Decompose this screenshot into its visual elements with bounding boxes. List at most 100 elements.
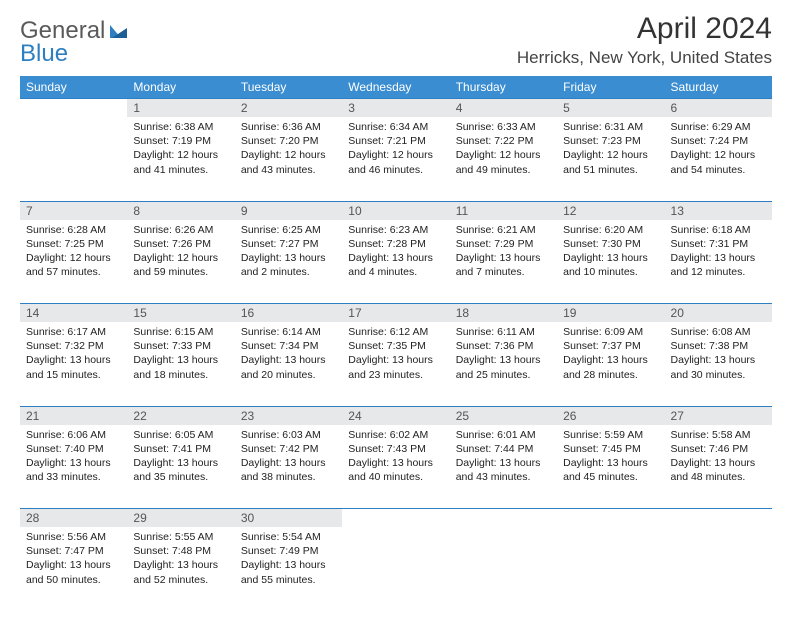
week-row: Sunrise: 5:56 AMSunset: 7:47 PMDaylight:… [20, 527, 772, 611]
day-number-cell: 20 [665, 304, 772, 323]
day-number-cell: 10 [342, 201, 449, 220]
weekday-header: Sunday [20, 76, 127, 99]
calendar-page: GeneralBlue April 2024 Herricks, New Yor… [0, 0, 792, 623]
day-number-cell: 2 [235, 99, 342, 118]
day-number-cell: 21 [20, 406, 127, 425]
day-number-cell: 8 [127, 201, 234, 220]
day-cell [20, 117, 127, 201]
day-cell-body: Sunrise: 6:23 AMSunset: 7:28 PMDaylight:… [342, 220, 449, 286]
day-cell: Sunrise: 6:29 AMSunset: 7:24 PMDaylight:… [665, 117, 772, 201]
day-cell: Sunrise: 5:59 AMSunset: 7:45 PMDaylight:… [557, 425, 664, 509]
location-text: Herricks, New York, United States [517, 48, 772, 68]
day-cell: Sunrise: 5:55 AMSunset: 7:48 PMDaylight:… [127, 527, 234, 611]
day-number-cell: 5 [557, 99, 664, 118]
day-cell-body: Sunrise: 6:05 AMSunset: 7:41 PMDaylight:… [127, 425, 234, 491]
calendar-table: Sunday Monday Tuesday Wednesday Thursday… [20, 76, 772, 611]
day-cell-body: Sunrise: 6:02 AMSunset: 7:43 PMDaylight:… [342, 425, 449, 491]
day-cell-body: Sunrise: 6:17 AMSunset: 7:32 PMDaylight:… [20, 322, 127, 388]
day-cell: Sunrise: 6:06 AMSunset: 7:40 PMDaylight:… [20, 425, 127, 509]
day-number-cell: 18 [450, 304, 557, 323]
weekday-header-row: Sunday Monday Tuesday Wednesday Thursday… [20, 76, 772, 99]
day-cell: Sunrise: 6:33 AMSunset: 7:22 PMDaylight:… [450, 117, 557, 201]
day-number-cell: 6 [665, 99, 772, 118]
day-cell: Sunrise: 6:25 AMSunset: 7:27 PMDaylight:… [235, 220, 342, 304]
day-number-cell [342, 509, 449, 528]
day-cell-body: Sunrise: 6:18 AMSunset: 7:31 PMDaylight:… [665, 220, 772, 286]
day-cell-body: Sunrise: 6:06 AMSunset: 7:40 PMDaylight:… [20, 425, 127, 491]
weekday-header: Friday [557, 76, 664, 99]
day-number-cell: 17 [342, 304, 449, 323]
day-number-cell: 22 [127, 406, 234, 425]
day-cell-body: Sunrise: 6:20 AMSunset: 7:30 PMDaylight:… [557, 220, 664, 286]
day-cell-body: Sunrise: 5:55 AMSunset: 7:48 PMDaylight:… [127, 527, 234, 593]
day-number-cell: 24 [342, 406, 449, 425]
day-cell-body: Sunrise: 6:36 AMSunset: 7:20 PMDaylight:… [235, 117, 342, 183]
day-number-cell: 13 [665, 201, 772, 220]
day-cell: Sunrise: 6:08 AMSunset: 7:38 PMDaylight:… [665, 322, 772, 406]
day-cell-body: Sunrise: 6:08 AMSunset: 7:38 PMDaylight:… [665, 322, 772, 388]
day-number-cell: 15 [127, 304, 234, 323]
day-cell-body: Sunrise: 6:21 AMSunset: 7:29 PMDaylight:… [450, 220, 557, 286]
day-cell: Sunrise: 6:03 AMSunset: 7:42 PMDaylight:… [235, 425, 342, 509]
day-cell-body: Sunrise: 6:25 AMSunset: 7:27 PMDaylight:… [235, 220, 342, 286]
page-header: GeneralBlue April 2024 Herricks, New Yor… [20, 12, 772, 68]
day-cell-body: Sunrise: 5:54 AMSunset: 7:49 PMDaylight:… [235, 527, 342, 593]
day-cell: Sunrise: 6:14 AMSunset: 7:34 PMDaylight:… [235, 322, 342, 406]
day-cell: Sunrise: 6:26 AMSunset: 7:26 PMDaylight:… [127, 220, 234, 304]
day-cell-body: Sunrise: 5:58 AMSunset: 7:46 PMDaylight:… [665, 425, 772, 491]
day-cell-body: Sunrise: 6:11 AMSunset: 7:36 PMDaylight:… [450, 322, 557, 388]
day-cell: Sunrise: 6:38 AMSunset: 7:19 PMDaylight:… [127, 117, 234, 201]
day-cell: Sunrise: 6:31 AMSunset: 7:23 PMDaylight:… [557, 117, 664, 201]
day-number-cell: 7 [20, 201, 127, 220]
day-number-cell: 27 [665, 406, 772, 425]
day-cell [450, 527, 557, 611]
day-number-cell: 23 [235, 406, 342, 425]
day-number-cell: 26 [557, 406, 664, 425]
day-cell-body: Sunrise: 6:28 AMSunset: 7:25 PMDaylight:… [20, 220, 127, 286]
day-number-cell: 29 [127, 509, 234, 528]
day-cell-body: Sunrise: 6:03 AMSunset: 7:42 PMDaylight:… [235, 425, 342, 491]
brand-logo: GeneralBlue [20, 20, 127, 66]
day-cell: Sunrise: 6:17 AMSunset: 7:32 PMDaylight:… [20, 322, 127, 406]
title-block: April 2024 Herricks, New York, United St… [517, 12, 772, 68]
day-cell: Sunrise: 6:36 AMSunset: 7:20 PMDaylight:… [235, 117, 342, 201]
daynum-row: 21222324252627 [20, 406, 772, 425]
day-number-cell: 1 [127, 99, 234, 118]
day-number-cell [20, 99, 127, 118]
day-number-cell [450, 509, 557, 528]
week-row: Sunrise: 6:17 AMSunset: 7:32 PMDaylight:… [20, 322, 772, 406]
weekday-header: Tuesday [235, 76, 342, 99]
day-cell [665, 527, 772, 611]
day-cell-body: Sunrise: 6:29 AMSunset: 7:24 PMDaylight:… [665, 117, 772, 183]
daynum-row: 282930 [20, 509, 772, 528]
day-cell-body: Sunrise: 6:12 AMSunset: 7:35 PMDaylight:… [342, 322, 449, 388]
day-cell-body: Sunrise: 6:15 AMSunset: 7:33 PMDaylight:… [127, 322, 234, 388]
day-number-cell: 16 [235, 304, 342, 323]
day-cell-body: Sunrise: 5:56 AMSunset: 7:47 PMDaylight:… [20, 527, 127, 593]
day-cell-body: Sunrise: 6:31 AMSunset: 7:23 PMDaylight:… [557, 117, 664, 183]
day-cell-body: Sunrise: 6:01 AMSunset: 7:44 PMDaylight:… [450, 425, 557, 491]
day-number-cell [665, 509, 772, 528]
day-number-cell: 11 [450, 201, 557, 220]
day-cell-body: Sunrise: 5:59 AMSunset: 7:45 PMDaylight:… [557, 425, 664, 491]
weekday-header: Saturday [665, 76, 772, 99]
day-number-cell [557, 509, 664, 528]
day-number-cell: 12 [557, 201, 664, 220]
day-cell: Sunrise: 6:20 AMSunset: 7:30 PMDaylight:… [557, 220, 664, 304]
day-cell: Sunrise: 6:23 AMSunset: 7:28 PMDaylight:… [342, 220, 449, 304]
day-cell: Sunrise: 6:11 AMSunset: 7:36 PMDaylight:… [450, 322, 557, 406]
day-cell: Sunrise: 6:05 AMSunset: 7:41 PMDaylight:… [127, 425, 234, 509]
day-cell: Sunrise: 5:56 AMSunset: 7:47 PMDaylight:… [20, 527, 127, 611]
day-cell-body: Sunrise: 6:38 AMSunset: 7:19 PMDaylight:… [127, 117, 234, 183]
week-row: Sunrise: 6:06 AMSunset: 7:40 PMDaylight:… [20, 425, 772, 509]
day-number-cell: 28 [20, 509, 127, 528]
day-cell [557, 527, 664, 611]
day-cell-body: Sunrise: 6:09 AMSunset: 7:37 PMDaylight:… [557, 322, 664, 388]
day-number-cell: 25 [450, 406, 557, 425]
day-cell-body: Sunrise: 6:33 AMSunset: 7:22 PMDaylight:… [450, 117, 557, 183]
month-title: April 2024 [517, 12, 772, 46]
day-cell: Sunrise: 6:01 AMSunset: 7:44 PMDaylight:… [450, 425, 557, 509]
day-cell-body: Sunrise: 6:26 AMSunset: 7:26 PMDaylight:… [127, 220, 234, 286]
day-cell: Sunrise: 6:18 AMSunset: 7:31 PMDaylight:… [665, 220, 772, 304]
day-cell: Sunrise: 5:58 AMSunset: 7:46 PMDaylight:… [665, 425, 772, 509]
